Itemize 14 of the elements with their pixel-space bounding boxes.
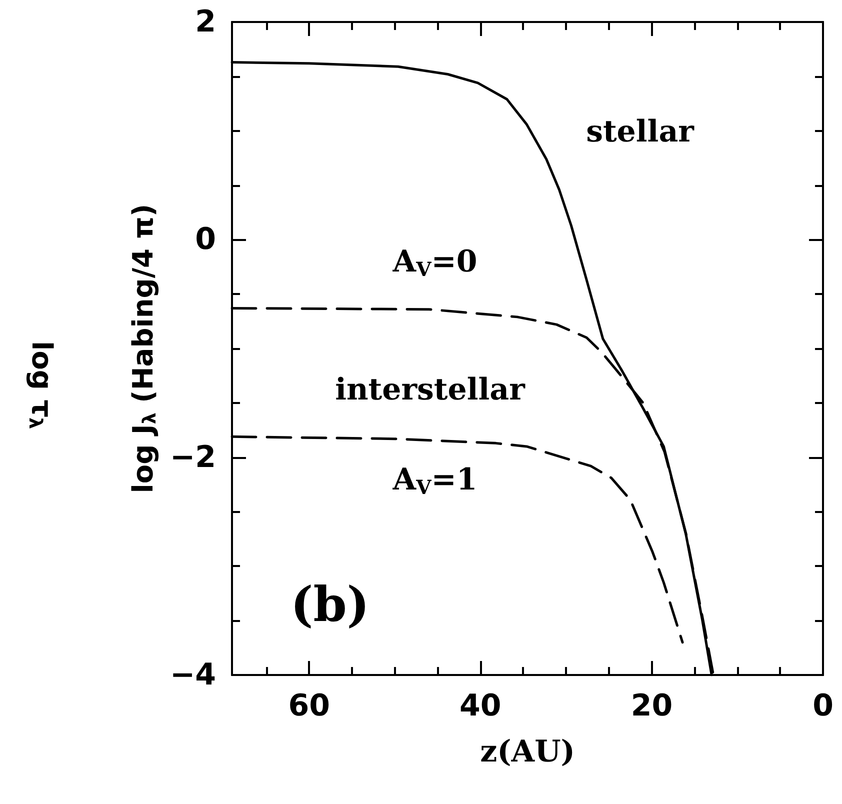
y-tick-label: 2 [195,4,216,40]
x-axis-title: z(AU) [480,734,575,770]
x-tick-label: 60 [288,688,330,724]
annotation: interstellar [335,372,526,408]
x-tick-label: 40 [460,688,502,724]
annotation: (b) [290,577,370,633]
y-tick-label: −4 [170,658,216,692]
y-tick-label: 0 [195,222,216,258]
y-axis-title: log Jλ (Habing/4 π) [126,204,161,494]
y-tick-label: −2 [170,440,216,475]
annotation: stellar [586,114,696,150]
text: log τλ [24,340,58,430]
x-tick-label: 20 [630,688,673,724]
x-tick-label: 0 [812,688,834,724]
